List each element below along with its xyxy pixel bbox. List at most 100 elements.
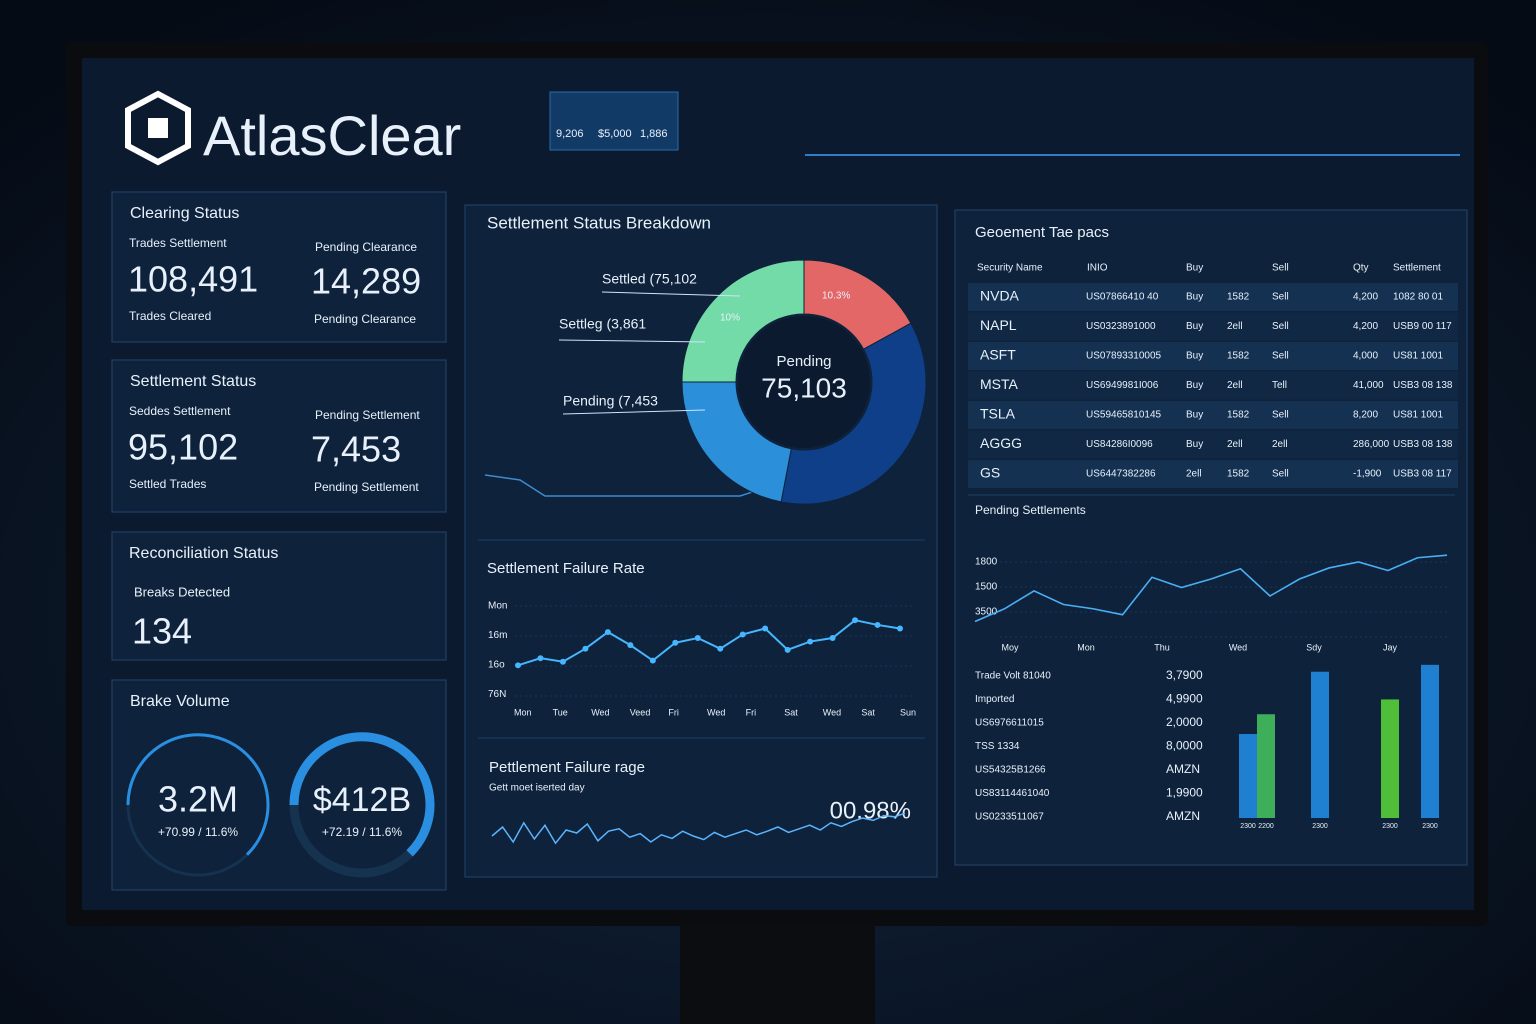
data-point <box>649 657 656 664</box>
x-label: Veed <box>630 707 651 717</box>
list-value: AMZN <box>1166 809 1200 823</box>
donut-slice <box>681 259 805 383</box>
x-label: Sdy <box>1306 642 1322 652</box>
bar <box>1239 734 1257 818</box>
table-cell: Sell <box>1272 351 1289 362</box>
table-cell: Buy <box>1186 292 1203 303</box>
table-cell: US84286I0096 <box>1086 439 1153 450</box>
data-point <box>897 625 903 632</box>
table-cell: GS <box>980 465 1000 481</box>
table-row <box>968 312 1458 341</box>
data-point <box>694 635 701 641</box>
table-row <box>968 401 1458 429</box>
table-cell: NVDA <box>980 288 1020 304</box>
table-cell: 8,200 <box>1353 410 1378 421</box>
kpi-label: Trades Cleared <box>129 309 211 323</box>
callout-line <box>562 409 706 415</box>
gauge-arc <box>289 732 435 857</box>
x-label: Wed <box>823 707 841 717</box>
list-value: 4,9900 <box>1166 692 1203 706</box>
column-header: Buy <box>1186 263 1203 274</box>
x-label: Thu <box>1154 642 1170 652</box>
x-label: 2300 <box>1240 823 1256 830</box>
table-cell: 1082 80 01 <box>1393 292 1443 303</box>
table-cell: ASFT <box>980 347 1016 363</box>
table-cell: AGGG <box>980 435 1022 451</box>
table-cell: 4,200 <box>1353 292 1378 303</box>
table-cell: Sell <box>1272 469 1289 480</box>
kpi-caption: Seddes Settlement <box>129 404 231 418</box>
logo-icon <box>125 90 191 166</box>
x-label: Tue <box>553 707 568 717</box>
data-point <box>852 617 859 624</box>
list-label: TSS 1334 <box>975 741 1020 752</box>
data-line <box>517 619 901 667</box>
table-cell: Sell <box>1272 410 1289 421</box>
x-label: 2200 <box>1258 823 1274 830</box>
table-cell: TSLA <box>980 406 1016 422</box>
table-cell: 4,200 <box>1353 321 1378 332</box>
brand: AtlasClear <box>203 104 461 167</box>
chart-title: Settlement Status Breakdown <box>487 213 711 232</box>
list-value: AMZN <box>1166 762 1200 776</box>
table-cell: 2ell <box>1227 321 1243 332</box>
data-point <box>874 621 881 628</box>
list-label: Imported <box>975 694 1014 705</box>
x-label: Fri <box>746 707 757 717</box>
column-header: Sell <box>1272 263 1289 274</box>
table-cell: US81 1001 <box>1393 351 1443 362</box>
list-label: Trade Volt 81040 <box>975 671 1051 682</box>
data-point <box>515 662 521 669</box>
table-cell: Buy <box>1186 439 1203 450</box>
data-line <box>974 554 1448 623</box>
data-point <box>559 658 566 665</box>
gauge-arc <box>126 733 270 856</box>
x-label: Moy <box>1001 642 1019 652</box>
table-cell: USB3 08 138 <box>1393 380 1453 391</box>
panel-title: Settlement Status <box>130 373 256 390</box>
data-point <box>537 655 544 662</box>
kpi-caption: Trades Settlement <box>129 236 227 250</box>
table-cell: 41,000 <box>1353 380 1384 391</box>
x-label: Fri <box>668 707 679 717</box>
table-row <box>968 460 1458 488</box>
x-label: Mon <box>1077 642 1095 652</box>
y-label: 1500 <box>975 582 998 593</box>
kpi-label: Settled Trades <box>129 477 206 491</box>
kpi-value: 7,453 <box>311 429 401 470</box>
table-cell: Buy <box>1186 380 1203 391</box>
donut-slice <box>780 322 927 505</box>
ticker-box <box>549 91 679 151</box>
data-point <box>604 629 611 636</box>
data-point <box>627 642 634 649</box>
kpi-value: 134 <box>132 611 192 652</box>
kpi-caption: Pending Clearance <box>315 240 417 254</box>
chart-subtitle: Gett moet iserted day <box>489 783 585 794</box>
table-cell: 2ell <box>1227 380 1243 391</box>
table-cell: 2ell <box>1272 439 1288 450</box>
table-cell: US07866410 40 <box>1086 292 1159 303</box>
ticker-value: $5,000 <box>598 128 632 140</box>
bar <box>1311 671 1329 818</box>
x-label: 2300 <box>1382 823 1398 830</box>
data-point <box>829 635 836 641</box>
list-label: US54325B1266 <box>975 765 1046 776</box>
bar <box>1381 699 1399 818</box>
table-title: Geoement Tae pacs <box>975 224 1109 241</box>
x-label: Wed <box>1229 642 1247 652</box>
table-cell: 286,000 <box>1353 439 1390 450</box>
chart-title: Settlement Failure Rate <box>487 560 645 577</box>
data-point <box>717 645 724 652</box>
data-line <box>491 812 906 845</box>
callout-label: Settled (75,102 <box>602 271 697 287</box>
panel-title: Brake Volume <box>130 693 230 710</box>
list-label: US6976611015 <box>975 718 1044 729</box>
donut-hole <box>738 316 870 448</box>
table-cell: USB9 00 117 <box>1393 321 1452 332</box>
kpi-caption: Breaks Detected <box>134 584 230 599</box>
callout-label: Pending (7,453 <box>563 393 658 409</box>
kpi-value: 95,102 <box>128 427 238 468</box>
slice-label: 10.3% <box>822 291 850 302</box>
table-cell: US6949981I006 <box>1086 380 1159 391</box>
table-row <box>968 342 1458 370</box>
